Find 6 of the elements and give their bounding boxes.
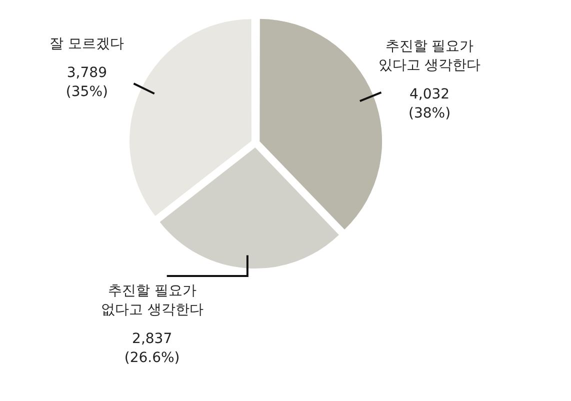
slice-label: 잘 모르겠다 — [50, 36, 124, 52]
slice-label: 추진할 필요가 없다고 생각한다 — [100, 283, 204, 318]
data-label: 2,837 (26.6%) — [124, 331, 180, 366]
slice-label: 추진할 필요가 있다고 생각한다 — [378, 38, 481, 74]
data-label: 3,789 (35%) — [66, 65, 108, 100]
data-label: 4,032 (38%) — [408, 86, 451, 122]
